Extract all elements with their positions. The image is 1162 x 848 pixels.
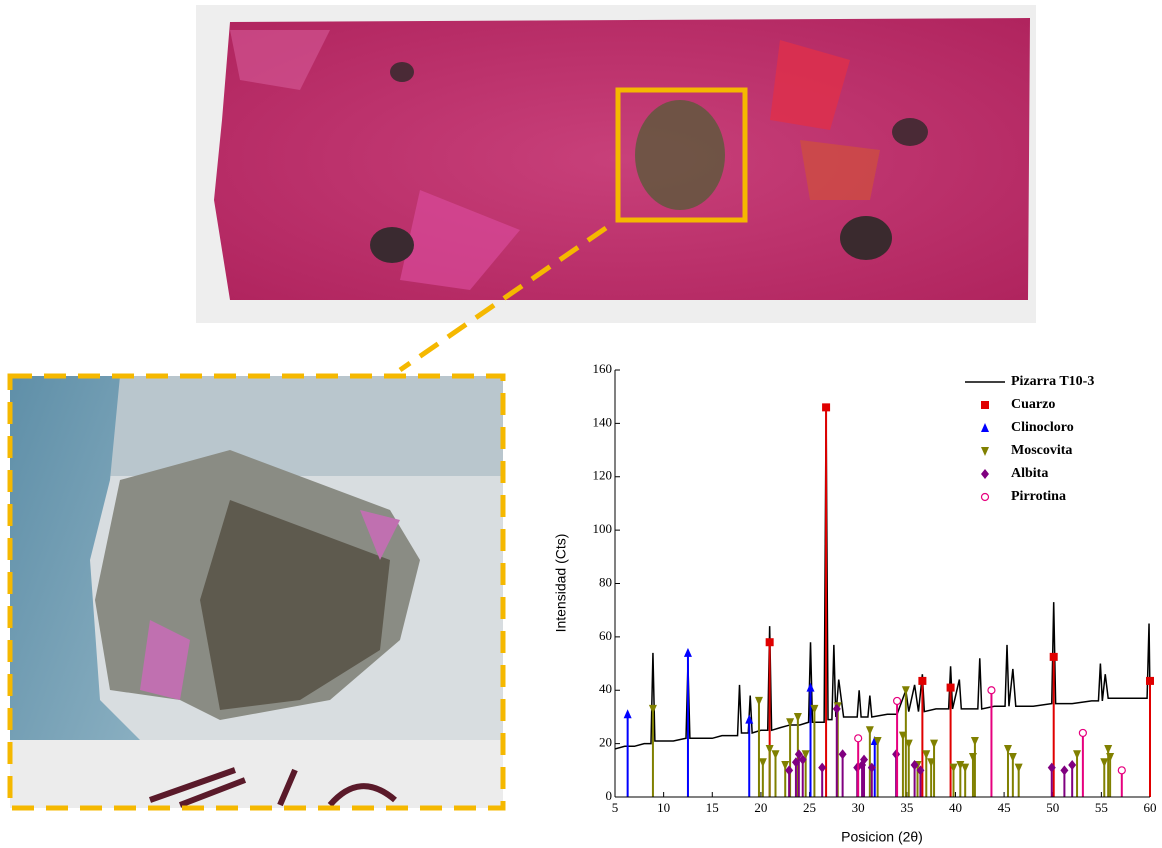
marker bbox=[1100, 758, 1109, 768]
marker bbox=[860, 754, 869, 765]
marker bbox=[801, 750, 810, 760]
marker bbox=[981, 423, 989, 432]
marker bbox=[987, 686, 996, 695]
marker bbox=[892, 696, 902, 706]
marker bbox=[956, 760, 965, 770]
legend-label: Pizarra T10-3 bbox=[1011, 374, 1094, 389]
marker bbox=[981, 401, 989, 409]
marker bbox=[961, 763, 970, 773]
marker bbox=[904, 739, 913, 749]
marker bbox=[1049, 652, 1058, 661]
marker bbox=[798, 754, 807, 765]
marker bbox=[1047, 762, 1056, 773]
marker bbox=[867, 762, 876, 773]
x-tick-label: 15 bbox=[706, 800, 719, 815]
marker bbox=[754, 696, 763, 706]
marker bbox=[838, 749, 847, 760]
x-tick-label: 60 bbox=[1144, 800, 1157, 815]
marker bbox=[1068, 759, 1077, 770]
pattern-line bbox=[614, 407, 1151, 750]
marker bbox=[922, 750, 931, 760]
marker bbox=[949, 763, 958, 773]
x-tick-label: 35 bbox=[900, 800, 913, 815]
y-tick-label: 140 bbox=[593, 414, 613, 429]
y-tick-label: 160 bbox=[593, 361, 613, 376]
y-axis-title: Intensidad (Cts) bbox=[553, 534, 569, 633]
marker bbox=[970, 736, 979, 746]
marker bbox=[745, 714, 754, 724]
marker bbox=[1014, 763, 1023, 773]
marker bbox=[910, 759, 919, 770]
legend-label: Clinocloro bbox=[1011, 420, 1074, 435]
marker bbox=[1078, 728, 1087, 738]
marker bbox=[765, 638, 774, 647]
y-tick-label: 80 bbox=[599, 574, 612, 589]
marker bbox=[1106, 752, 1115, 762]
y-tick-label: 0 bbox=[606, 788, 613, 803]
marker bbox=[781, 760, 790, 770]
x-tick-label: 20 bbox=[754, 800, 767, 815]
x-tick-label: 55 bbox=[1095, 800, 1108, 815]
marker bbox=[1117, 766, 1126, 775]
marker bbox=[981, 469, 989, 479]
x-tick-label: 10 bbox=[657, 800, 670, 815]
marker bbox=[901, 686, 910, 696]
marker bbox=[765, 744, 774, 754]
marker bbox=[918, 676, 927, 685]
marker bbox=[873, 736, 882, 746]
marker bbox=[854, 734, 863, 743]
y-tick-label: 40 bbox=[599, 681, 612, 696]
marker bbox=[1060, 765, 1069, 776]
marker bbox=[806, 682, 815, 692]
top-photo bbox=[196, 5, 1036, 373]
marker bbox=[832, 703, 841, 714]
legend-label: Moscovita bbox=[1011, 443, 1072, 458]
marker bbox=[980, 492, 990, 502]
marker bbox=[786, 718, 795, 728]
x-tick-label: 30 bbox=[852, 800, 865, 815]
left-photo bbox=[7, 373, 506, 811]
marker bbox=[648, 704, 657, 714]
marker bbox=[865, 726, 874, 736]
marker bbox=[822, 403, 831, 412]
marker bbox=[1008, 752, 1017, 762]
marker bbox=[810, 704, 819, 714]
x-tick-label: 25 bbox=[803, 800, 816, 815]
y-tick-label: 100 bbox=[593, 521, 613, 536]
y-tick-label: 60 bbox=[599, 628, 612, 643]
x-tick-label: 5 bbox=[612, 800, 619, 815]
x-axis-title: Posicion (2θ) bbox=[841, 829, 923, 845]
marker bbox=[794, 749, 803, 760]
x-tick-label: 40 bbox=[949, 800, 962, 815]
marker bbox=[1104, 744, 1113, 754]
marker bbox=[1146, 676, 1154, 685]
y-tick-label: 20 bbox=[599, 735, 612, 750]
marker bbox=[818, 762, 827, 773]
marker bbox=[623, 709, 632, 719]
marker bbox=[771, 750, 780, 760]
legend-label: Cuarzo bbox=[1011, 397, 1055, 412]
marker bbox=[683, 647, 692, 657]
marker bbox=[1003, 744, 1012, 754]
marker bbox=[930, 739, 939, 749]
marker bbox=[758, 758, 767, 768]
x-tick-label: 50 bbox=[1046, 800, 1059, 815]
marker bbox=[1073, 750, 1082, 760]
marker bbox=[946, 683, 955, 692]
marker bbox=[981, 447, 989, 456]
y-tick-label: 120 bbox=[593, 468, 613, 483]
legend-label: Albita bbox=[1011, 466, 1048, 481]
x-tick-label: 45 bbox=[998, 800, 1011, 815]
chart: Posicion (2θ) Intensidad (Cts) 0 20 40 60 80… bbox=[553, 361, 1157, 845]
legend-label: Pirrotina bbox=[1011, 489, 1066, 504]
marker bbox=[916, 765, 925, 776]
marker bbox=[793, 712, 802, 722]
marker bbox=[785, 765, 794, 776]
